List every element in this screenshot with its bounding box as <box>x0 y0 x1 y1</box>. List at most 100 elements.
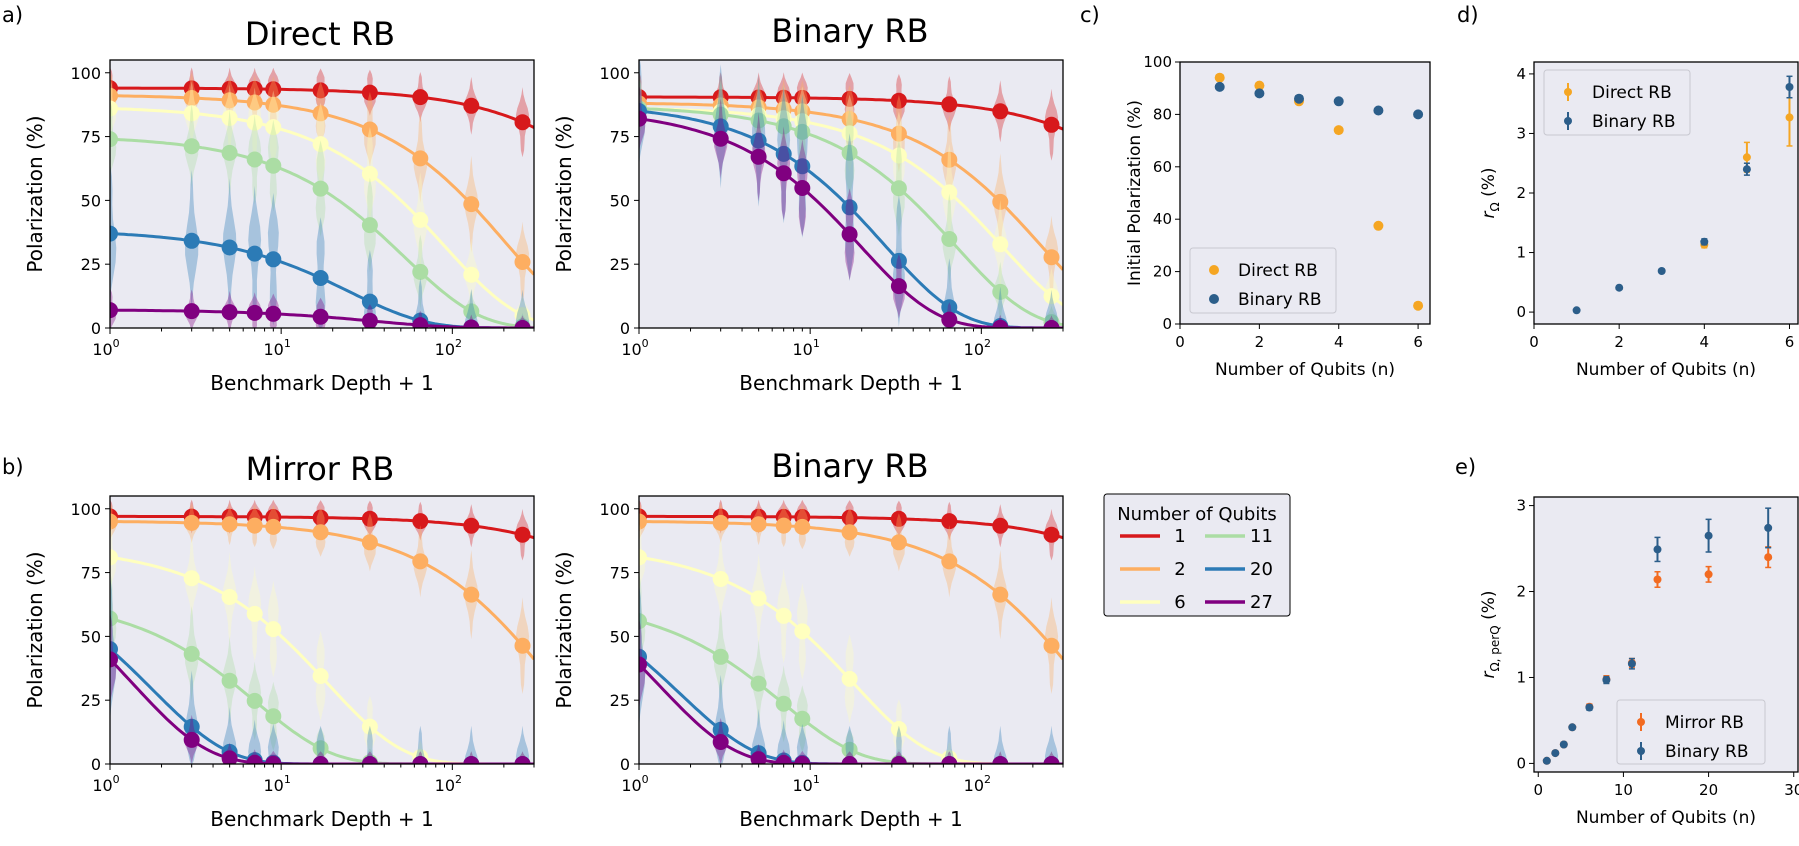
point-n20-d17 <box>841 199 858 216</box>
point-n27-d33 <box>890 278 907 295</box>
point-binary-panel_e <box>1568 723 1577 732</box>
x-tick-label-panel_e: 0 <box>1533 781 1543 799</box>
point-binary-panel_e <box>1764 523 1773 532</box>
point-n6-d1 <box>110 549 118 566</box>
point-n27-d17 <box>312 308 329 325</box>
point-n11-d17 <box>312 180 329 197</box>
plot-content-mirror <box>110 499 534 764</box>
legend-label-n2: 2 <box>1174 559 1185 580</box>
point-n27-d1 <box>639 110 647 127</box>
x-tick-label-panel_d: 2 <box>1614 333 1624 351</box>
point-n1-d33 <box>361 84 378 101</box>
x-tick-label-panel_d: 4 <box>1700 333 1710 351</box>
point-n2-d3 <box>183 514 200 531</box>
point-n27-d257 <box>1043 320 1060 328</box>
violin-n20-d129 <box>993 286 1008 328</box>
point-n20-d3 <box>183 232 200 249</box>
title-direct-rb: Direct RB <box>245 15 395 53</box>
point-n11-d17 <box>312 740 329 757</box>
x-tick-label-panel_d: 6 <box>1785 333 1795 351</box>
y-tick-label-panel_c: 60 <box>1153 158 1172 176</box>
fit-curve-n27 <box>639 663 1063 764</box>
point-n1-d33 <box>890 92 907 109</box>
point-binary-panel_c <box>1413 109 1424 120</box>
point-n27-d9 <box>265 755 282 764</box>
point-n6-d9 <box>265 621 282 638</box>
point-n11-d65 <box>412 263 429 280</box>
point-n1-d65 <box>412 89 429 106</box>
point-n20-d33 <box>361 293 378 310</box>
point-n1-d257 <box>1043 526 1060 543</box>
violin-n20-d7 <box>777 720 791 764</box>
point-n27-d7 <box>775 165 792 182</box>
point-n20-d5 <box>750 132 767 149</box>
legend-marker-mirror-panel_e <box>1637 718 1645 726</box>
y-axis-label-direct: Polarization (%) <box>23 115 47 272</box>
point-n2-d33 <box>361 121 378 138</box>
point-n11-d1 <box>110 610 118 627</box>
y-tick-label-panel_d: 1 <box>1516 244 1526 262</box>
point-n20-d3 <box>712 118 729 135</box>
point-n11-d9 <box>265 157 282 174</box>
point-n6-d65 <box>412 211 429 228</box>
point-n27-d33 <box>890 756 907 764</box>
legend-label-n20: 20 <box>1250 559 1273 580</box>
point-n2-d3 <box>712 514 729 531</box>
point-binary-panel_e <box>1551 749 1560 758</box>
y-tick-label-direct: 100 <box>70 64 101 83</box>
point-n2-d257 <box>1043 637 1060 654</box>
point-direct-panel_c <box>1333 125 1344 136</box>
y-tick-label-panel_e: 1 <box>1516 668 1526 686</box>
point-n20-d3 <box>712 721 729 738</box>
legend-label-direct-panel_c: Direct RB <box>1238 261 1318 281</box>
point-n20-d33 <box>890 252 907 269</box>
point-n2-d7 <box>775 517 792 534</box>
x-tick-label-direct: 102 <box>435 337 462 359</box>
point-n6-d3 <box>712 571 729 587</box>
point-n20-d9 <box>265 251 282 268</box>
point-n2-d5 <box>221 516 238 533</box>
point-n11-d33 <box>361 217 378 234</box>
point-n2-d33 <box>890 534 907 551</box>
x-tick-label-mirror: 101 <box>263 773 290 795</box>
x-tick-label-direct: 101 <box>263 337 290 359</box>
point-n20-d65 <box>941 299 958 316</box>
point-n11-d9 <box>794 123 811 140</box>
y-tick-label-binary-top: 50 <box>610 191 630 210</box>
point-n6-d33 <box>890 721 907 737</box>
x-axis-label-binary-bottom: Benchmark Depth + 1 <box>739 807 962 831</box>
violin-n20-d33 <box>893 725 905 764</box>
x-tick-label-mirror: 100 <box>92 773 119 795</box>
point-n6-d129 <box>992 236 1009 253</box>
point-n27-d257 <box>514 320 531 328</box>
point-mirror-panel_e <box>1653 575 1662 584</box>
point-n2-d7 <box>246 517 263 534</box>
point-mirror-panel_e <box>1704 570 1713 579</box>
point-n27-d33 <box>361 312 378 328</box>
y-tick-label-binary-top: 25 <box>610 255 630 274</box>
point-direct-panel_c <box>1254 80 1265 91</box>
point-n1-d17 <box>312 509 329 526</box>
point-n2-d17 <box>841 111 858 127</box>
point-n1-d7 <box>775 89 792 106</box>
x-tick-label-binary-top: 101 <box>792 337 819 359</box>
point-n2-d129 <box>992 193 1009 210</box>
y-axis-label-suffix-panel_e: (%) <box>1479 590 1499 625</box>
x-axis-label-panel_d: Number of Qubits (n) <box>1576 360 1756 380</box>
point-n27-d7 <box>246 304 263 321</box>
legend-qubits-title: Number of Qubits <box>1117 504 1277 525</box>
point-n1-d5 <box>221 80 238 97</box>
point-n6-d1 <box>110 100 118 117</box>
point-n11-d17 <box>841 144 858 161</box>
point-n2-d257 <box>1043 249 1060 266</box>
y-tick-label-binary-bottom: 25 <box>610 691 630 710</box>
x-tick-label-panel_c: 2 <box>1255 333 1265 351</box>
violin-n20-d129 <box>464 288 479 328</box>
point-n2-d129 <box>463 196 480 213</box>
axes-frame-direct <box>109 59 535 329</box>
x-axis-label-direct: Benchmark Depth + 1 <box>210 371 433 395</box>
legend-label-direct-panel_d: Direct RB <box>1592 83 1672 103</box>
point-n1-d65 <box>412 513 429 530</box>
point-n11-d1 <box>110 131 118 148</box>
